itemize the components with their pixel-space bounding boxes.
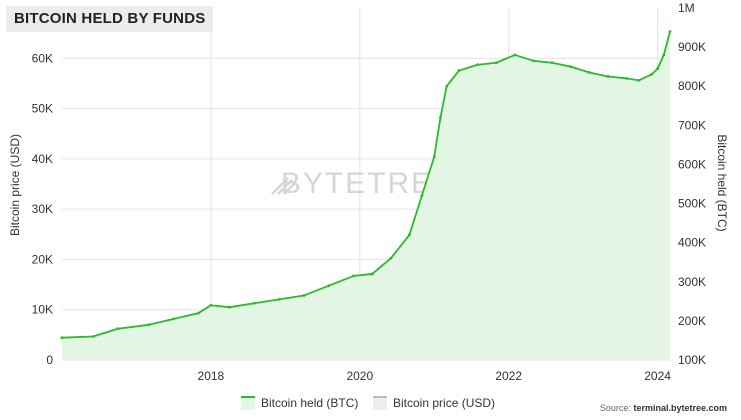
data-point-held <box>532 59 535 63</box>
chart-title: BITCOIN HELD BY FUNDS <box>6 6 214 32</box>
data-point-held <box>606 75 610 78</box>
bytetree-logo-icon <box>271 177 297 195</box>
source-note: Source: terminal.bytetree.com <box>600 403 727 413</box>
y-right-tick-label: 600K <box>678 157 706 171</box>
data-point-held <box>172 317 176 321</box>
y-left-ticks: 0 10K 20K 30K 40K 50K 60K <box>32 51 54 367</box>
x-tick-label: 2020 <box>346 369 373 383</box>
data-point-held <box>60 336 64 340</box>
data-point-held <box>439 116 442 119</box>
data-point-held <box>389 256 393 260</box>
y-left-tick-label: 60K <box>32 51 53 65</box>
legend-label-price: Bitcoin price (USD) <box>393 396 496 410</box>
y-left-tick-label: 0 <box>46 353 53 367</box>
data-point-held <box>649 73 653 76</box>
y-right-tick-label: 500K <box>678 197 706 211</box>
data-point-held <box>228 305 231 309</box>
data-point-held <box>147 323 151 327</box>
y-left-tick-label: 40K <box>32 152 53 166</box>
data-point-held <box>656 67 659 71</box>
data-point-held <box>420 194 424 198</box>
data-point-held <box>625 77 628 80</box>
legend-item-held[interactable]: Bitcoin held (BTC) <box>241 396 358 410</box>
y-left-tick-label: 10K <box>32 303 53 317</box>
legend-item-price[interactable]: Bitcoin price (USD) <box>373 396 495 410</box>
data-point-held <box>476 63 480 67</box>
y-left-tick-label: 20K <box>32 252 53 266</box>
data-point-held <box>445 84 449 88</box>
data-point-held <box>662 53 666 57</box>
y-right-tick-label: 100K <box>678 353 706 367</box>
series-area-held <box>62 31 670 360</box>
legend-label-held: Bitcoin held (BTC) <box>261 396 359 410</box>
data-point-held <box>668 30 672 33</box>
y-right-tick-label: 700K <box>678 118 706 132</box>
data-point-held <box>277 297 281 301</box>
data-point-held <box>457 69 461 72</box>
data-point-held <box>408 233 411 237</box>
data-point-held <box>209 303 213 307</box>
series-layer <box>60 30 672 360</box>
y-right-tick-label: 900K <box>678 40 706 54</box>
source-label: Source: <box>599 403 631 413</box>
data-point-held <box>327 284 331 288</box>
y-right-tick-label: 800K <box>678 79 706 93</box>
x-tick-label: 2022 <box>495 369 522 383</box>
data-point-held <box>116 327 120 331</box>
data-point-held <box>252 301 256 305</box>
data-point-held <box>197 311 200 315</box>
data-point-held <box>550 61 554 65</box>
data-point-held <box>494 61 498 65</box>
y-right-ticks: 100K 200K 300K 400K 500K 600K 700K 800K 900K 1M <box>678 1 706 367</box>
y-right-tick-label: 200K <box>678 314 706 328</box>
data-point-held <box>513 53 517 57</box>
data-point-held <box>91 335 95 338</box>
source-link[interactable]: terminal.bytetree.com <box>633 403 727 413</box>
logo-stroke <box>271 177 297 195</box>
x-tick-label: 2024 <box>644 369 671 383</box>
data-point-held <box>370 272 374 276</box>
x-tick-label: 2018 <box>198 369 225 383</box>
legend-swatch-held <box>241 396 255 410</box>
data-point-held <box>432 155 436 159</box>
data-point-held <box>352 274 355 278</box>
legend: Bitcoin held (BTC) Bitcoin price (USD) <box>0 396 741 416</box>
data-point-held <box>637 78 641 82</box>
x-ticks: 2018 2020 2022 2024 <box>198 369 672 383</box>
legend-swatch-price <box>373 396 387 410</box>
data-point-held <box>302 294 306 297</box>
y-right-tick-label: 1M <box>678 1 695 15</box>
data-point-held <box>569 65 573 69</box>
y-axis-right-label: Bitcoin held (BTC) <box>715 134 729 231</box>
y-axis-left-label: Bitcoin price (USD) <box>8 134 22 236</box>
data-point-held <box>587 71 591 74</box>
y-right-tick-label: 400K <box>678 236 706 250</box>
y-left-tick-label: 30K <box>32 202 53 216</box>
y-right-tick-label: 300K <box>678 275 706 289</box>
y-left-tick-label: 50K <box>32 102 53 116</box>
